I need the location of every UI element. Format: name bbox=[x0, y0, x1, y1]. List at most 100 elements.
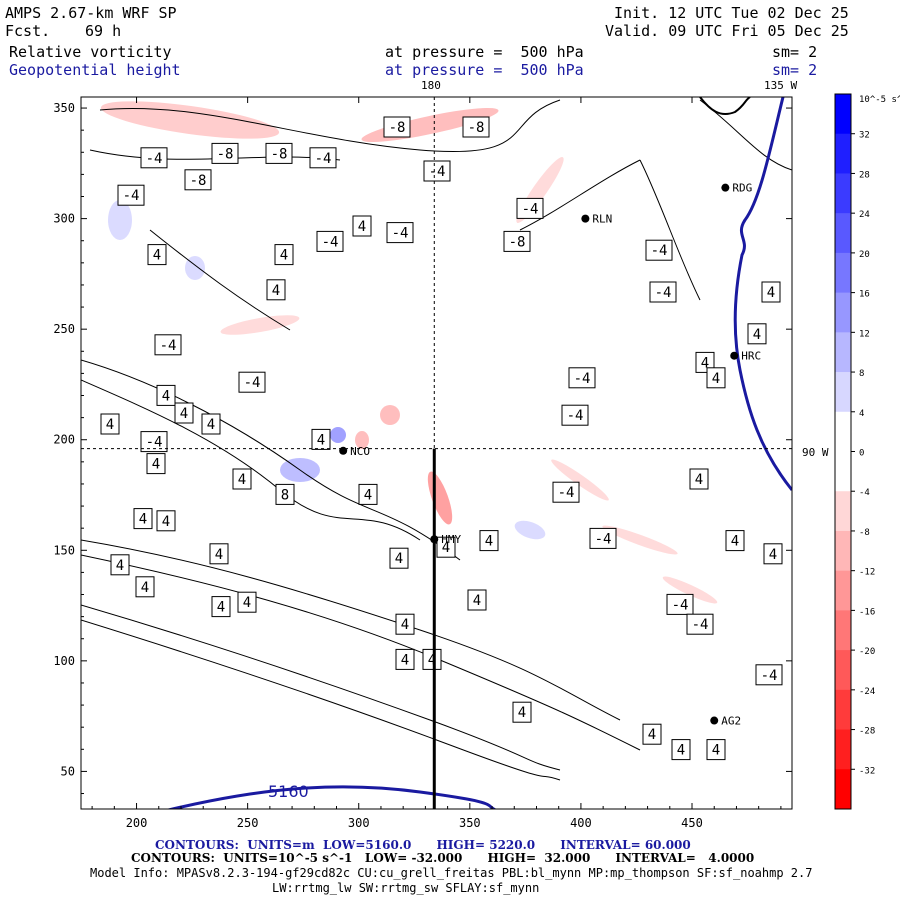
x-tick-label: 250 bbox=[237, 816, 259, 830]
colorbar-swatch bbox=[835, 610, 851, 651]
colorbar-swatch bbox=[835, 213, 851, 254]
contour-label: 4 bbox=[238, 472, 246, 488]
contour-label-box bbox=[309, 147, 337, 169]
contour-label: -4 bbox=[429, 164, 446, 180]
contour-label-box bbox=[689, 468, 709, 490]
contour-label: 4 bbox=[648, 727, 656, 743]
contour-label: 4 bbox=[485, 534, 493, 550]
contour-label-box bbox=[211, 596, 231, 618]
contour-label: -8 bbox=[389, 120, 406, 136]
colorbar-tick-label: 0 bbox=[859, 449, 864, 459]
contour-label-box bbox=[352, 215, 372, 237]
contour-label: 4 bbox=[518, 705, 526, 721]
colorbar-swatch bbox=[835, 133, 851, 174]
valid-time: Valid. 09 UTC Fri 05 Dec 25 bbox=[605, 22, 849, 40]
contour-label: 4 bbox=[769, 547, 777, 563]
contour-label-box bbox=[552, 481, 580, 503]
contour-label-box bbox=[174, 402, 194, 424]
contour-label-box bbox=[467, 589, 487, 611]
vorticity-contours bbox=[81, 99, 792, 781]
contour-label-box bbox=[561, 404, 589, 426]
field2-smoothing: sm= 2 bbox=[772, 61, 818, 79]
contour-label: 4 bbox=[116, 558, 124, 574]
forecast-hours: 69 h bbox=[85, 22, 122, 40]
colorbar-tick-label: -24 bbox=[859, 687, 875, 697]
station-dot bbox=[721, 183, 730, 192]
colorbar-swatch bbox=[835, 252, 851, 294]
contour-label-box bbox=[110, 554, 130, 576]
station-dot bbox=[710, 716, 719, 725]
contour-label: -4 bbox=[672, 597, 689, 613]
contour-label-box bbox=[761, 281, 781, 303]
contour-label: 4 bbox=[106, 417, 114, 433]
contour-label: 4 bbox=[215, 547, 223, 563]
contour-label: 4 bbox=[217, 600, 225, 616]
contour-label: -4 bbox=[595, 531, 612, 547]
field1-level: at pressure = 500 hPa bbox=[385, 43, 584, 61]
colorbar-tick-label: -12 bbox=[859, 568, 875, 578]
colorbar-swatch bbox=[835, 689, 851, 731]
contour-label: 4 bbox=[207, 417, 215, 433]
contour-label: -4 bbox=[146, 435, 163, 451]
contour-label-box bbox=[479, 530, 499, 552]
plot-frame bbox=[80, 96, 793, 810]
contour-label: 4 bbox=[243, 595, 251, 611]
contour-label-box bbox=[666, 593, 694, 615]
contour-label-box bbox=[140, 147, 168, 169]
contour-label: 4 bbox=[428, 652, 436, 668]
contour-label: 4 bbox=[695, 472, 703, 488]
lon-label-135w: 135 W bbox=[764, 79, 798, 92]
contour-label: 4 bbox=[395, 551, 403, 567]
colorbar-tick-label: -4 bbox=[859, 488, 870, 498]
contour-label: -8 bbox=[468, 120, 485, 136]
station-label: HRC bbox=[741, 350, 761, 363]
contour-label-box bbox=[436, 536, 456, 558]
axes: 200 250 300 350 400 450 50 100 150 200 250 300 350 bbox=[53, 97, 792, 830]
contour-label: 4 bbox=[731, 534, 739, 550]
y-tick-label: 250 bbox=[53, 322, 75, 336]
field1-name: Relative vorticity bbox=[9, 43, 172, 61]
colorbar-tick-label: -20 bbox=[859, 647, 875, 657]
contour-label-box bbox=[156, 510, 176, 532]
contour-label-box bbox=[100, 413, 120, 435]
colorbar-tick-label: 32 bbox=[859, 131, 870, 141]
contour-label: 4 bbox=[162, 514, 170, 530]
x-tick-label: 450 bbox=[681, 816, 703, 830]
contour-label-box bbox=[671, 739, 691, 761]
x-tick-label: 400 bbox=[570, 816, 592, 830]
colorbar-swatch bbox=[835, 650, 851, 691]
contour-label: -4 bbox=[522, 201, 539, 217]
colorbar-tick-label: 20 bbox=[859, 250, 870, 260]
colorbar-swatch bbox=[835, 769, 851, 810]
field2-name: Geopotential height bbox=[9, 61, 181, 79]
x-tick-label: 350 bbox=[459, 816, 481, 830]
colorbar-tick-label: 24 bbox=[859, 210, 870, 220]
contour-label: -4 bbox=[655, 285, 672, 301]
contour-label: -8 bbox=[509, 234, 526, 250]
colorbar-tick-label: 28 bbox=[859, 170, 870, 180]
coastline bbox=[733, 97, 792, 491]
contour-label-box bbox=[389, 547, 409, 569]
contour-label-box bbox=[237, 591, 257, 613]
colorbar-tick-label: 4 bbox=[859, 409, 864, 419]
contour-label-box bbox=[184, 169, 212, 191]
colorbar-tick-label: -8 bbox=[859, 528, 870, 538]
contour-label-box bbox=[201, 413, 221, 435]
colorbar-unit: 10^-5 s^-1 bbox=[859, 95, 900, 105]
contour-label-box bbox=[311, 428, 331, 450]
field2-level: at pressure = 500 hPa bbox=[385, 61, 584, 79]
contour-label-box bbox=[642, 723, 662, 745]
land-edge bbox=[699, 97, 751, 116]
contour-label: 4 bbox=[280, 248, 288, 264]
contour-label-box bbox=[383, 116, 411, 138]
colorbar-swatch bbox=[835, 332, 851, 373]
contour-label: -4 bbox=[160, 338, 177, 354]
crosshair bbox=[81, 97, 792, 809]
station-label: RLN bbox=[592, 213, 612, 226]
colorbar-swatch bbox=[835, 173, 851, 214]
contour-label-box bbox=[747, 323, 767, 345]
station-label: RDG bbox=[732, 182, 752, 195]
contour-label: 4 bbox=[317, 432, 325, 448]
y-tick-label: 350 bbox=[53, 101, 75, 115]
y-tick-label: 300 bbox=[53, 212, 75, 226]
